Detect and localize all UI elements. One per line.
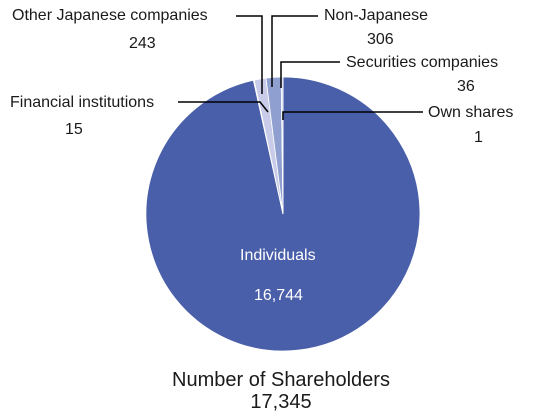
slice-value-individuals: 16,744	[254, 287, 303, 304]
leader-line-own-shares	[282, 111, 423, 120]
slice-value-other-japanese: 243	[129, 35, 156, 52]
slice-value-securities: 36	[457, 78, 475, 95]
leader-line-non-japanese	[271, 15, 318, 87]
slice-label-securities: Securities companies	[346, 54, 499, 71]
leader-line-financial	[178, 101, 269, 113]
leader-line-securities	[280, 61, 340, 88]
summary-total: 17,345	[250, 391, 312, 413]
slice-label-individuals: Individuals	[240, 247, 316, 264]
slice-label-non-japanese: Non-Japanese	[324, 7, 429, 24]
slice-label-other-japanese: Other Japanese companies	[12, 7, 208, 24]
leader-lines	[178, 15, 423, 120]
slice-value-non-japanese: 306	[367, 31, 394, 48]
slice-label-financial: Financial institutions	[10, 94, 155, 111]
leader-line-other-japanese	[236, 15, 263, 94]
slice-value-own-shares: 1	[474, 129, 483, 146]
slice-label-own-shares: Own shares	[428, 104, 514, 121]
pie-slices	[145, 76, 421, 352]
summary-label: Number of Shareholders	[172, 369, 390, 391]
slice-value-financial: 15	[65, 121, 83, 138]
